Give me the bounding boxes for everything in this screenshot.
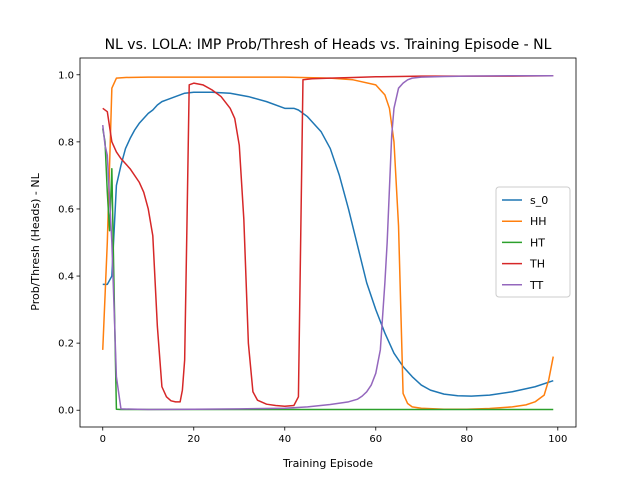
series-line-ht: [102, 128, 554, 411]
legend-label-s-0: s_0: [530, 194, 548, 207]
x-tick-label: 80: [460, 434, 473, 445]
y-tick-label: 0.0: [58, 406, 74, 417]
x-tick-label: 0: [100, 434, 106, 445]
plot-area: [102, 75, 554, 411]
chart-title: NL vs. LOLA: IMP Prob/Thresh of Heads vs…: [105, 37, 552, 53]
x-tick-label: 60: [369, 434, 382, 445]
y-tick-label: 0.6: [58, 204, 74, 215]
y-tick-label: 0.4: [58, 272, 74, 283]
legend-label-hh: HH: [530, 215, 547, 228]
x-tick-label: 40: [278, 434, 291, 445]
y-axis-label: Prob/Thresh (Heads) - NL: [29, 172, 42, 310]
axes: 0 20 40 60 80 100 0.0 0.2 0.4 0.6 0.8 1.0: [58, 57, 577, 445]
y-tick-label: 0.2: [58, 339, 74, 350]
y-tick-label: 1.0: [58, 70, 74, 81]
x-tick-label: 100: [548, 434, 567, 445]
legend-label-th: TH: [529, 258, 545, 271]
axes-frame: [79, 57, 577, 428]
legend: s_0 HH HT TH TT: [495, 186, 571, 298]
legend-label-tt: TT: [529, 279, 544, 292]
x-tick-label: 20: [187, 434, 200, 445]
series-line-tt: [102, 75, 554, 411]
y-tick-label: 0.8: [58, 137, 74, 148]
series-line-s-0: [102, 91, 554, 397]
x-axis-label: Training Episode: [282, 457, 373, 470]
series-line-hh: [102, 76, 554, 410]
legend-box: [495, 186, 571, 298]
series-line-th: [102, 75, 554, 407]
legend-label-ht: HT: [530, 236, 545, 249]
